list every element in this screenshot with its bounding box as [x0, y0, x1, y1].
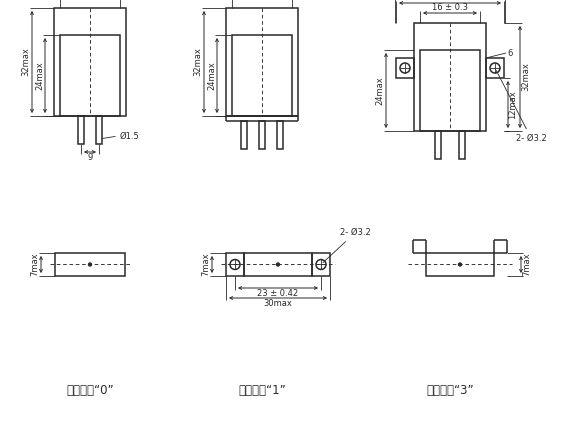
Text: 6: 6: [507, 49, 512, 58]
Text: 23 ± 0.42: 23 ± 0.42: [257, 289, 299, 299]
Text: 23 ± 0.42: 23 ± 0.42: [430, 0, 471, 3]
Text: 安装方式“3”: 安装方式“3”: [426, 384, 474, 396]
Circle shape: [88, 262, 92, 266]
Bar: [60, 35, 120, 116]
Text: 24max: 24max: [36, 61, 44, 90]
Text: 2- Ø3.2: 2- Ø3.2: [323, 228, 371, 263]
Text: 32max: 32max: [193, 47, 203, 77]
Bar: [426, 253, 494, 276]
Bar: [486, 58, 504, 78]
Bar: [241, 121, 247, 149]
Bar: [277, 121, 283, 149]
Text: 7max: 7max: [30, 253, 40, 276]
Text: 24max: 24max: [375, 76, 385, 105]
Bar: [232, 35, 292, 116]
Text: 24max: 24max: [208, 61, 217, 90]
Bar: [54, 8, 126, 116]
Bar: [259, 121, 265, 149]
Text: 9: 9: [87, 154, 93, 162]
Text: 32max: 32max: [521, 63, 531, 91]
Text: 32max: 32max: [22, 47, 30, 77]
Bar: [55, 253, 125, 276]
Bar: [459, 131, 465, 159]
Text: 12max: 12max: [509, 90, 517, 119]
Text: 2- Ø3.2: 2- Ø3.2: [496, 71, 546, 143]
Text: 7max: 7max: [201, 253, 211, 276]
Bar: [226, 8, 298, 116]
Text: 安装方式“0”: 安装方式“0”: [66, 384, 114, 396]
Text: 7max: 7max: [523, 253, 531, 276]
Bar: [226, 253, 244, 276]
Bar: [435, 131, 441, 159]
Text: 16 ± 0.3: 16 ± 0.3: [432, 3, 468, 13]
Bar: [396, 58, 414, 78]
Bar: [420, 50, 480, 131]
Circle shape: [458, 262, 462, 266]
Text: 安装方式“1”: 安装方式“1”: [238, 384, 286, 396]
Bar: [78, 116, 84, 144]
Bar: [96, 116, 102, 144]
Text: Ø1.5: Ø1.5: [120, 132, 140, 140]
Bar: [244, 253, 312, 276]
Circle shape: [276, 262, 280, 266]
Text: 30max: 30max: [264, 299, 292, 308]
Bar: [312, 253, 330, 276]
Bar: [414, 23, 486, 131]
